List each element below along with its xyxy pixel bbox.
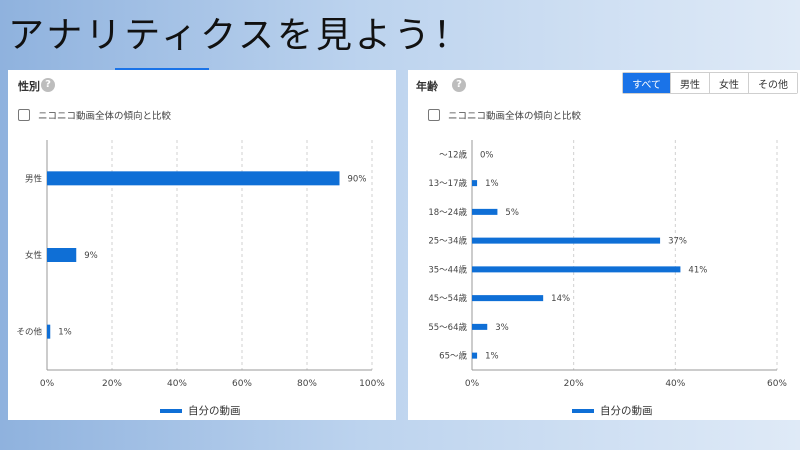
gender-chart: 0% 20% 40% 60% 80% 100% 男性 90% 女性 9% その他 1% <box>16 140 385 389</box>
value-label: 1% <box>485 179 499 189</box>
legend-swatch <box>160 408 182 413</box>
help-icon[interactable]: ? <box>41 78 55 92</box>
age-panel-title: 年齢 <box>416 80 438 93</box>
age-panel: 年齢 ? すべて 男性 女性 その他 ニコニコ動画全体の傾向と比較 0% 20% 4… <box>408 70 800 420</box>
bar <box>472 323 488 330</box>
gender-panel: 性別 ? ニコニコ動画全体の傾向と比較 0% 20% 40% 60% 80% 100% 男性… <box>8 70 396 420</box>
bar <box>472 266 681 273</box>
tab-female[interactable]: 女性 <box>709 73 748 93</box>
help-icon[interactable]: ? <box>452 78 466 92</box>
value-label: 1% <box>58 328 72 338</box>
active-tab-indicator <box>115 68 209 71</box>
bar <box>472 180 478 187</box>
category-label: 35～44歳 <box>428 264 467 275</box>
tab-male[interactable]: 男性 <box>670 73 709 93</box>
gender-filter-tabs: すべて 男性 女性 その他 <box>622 72 798 94</box>
compare-toggle[interactable]: ニコニコ動画全体の傾向と比較 <box>18 108 171 122</box>
x-tick-label: 80% <box>297 379 317 389</box>
gender-panel-title: 性別 <box>18 80 40 93</box>
category-label: その他 <box>16 327 42 338</box>
banner-title: アナリティクスを見よう！ <box>8 15 473 56</box>
value-label: 14% <box>551 294 570 304</box>
gender-legend: 自分の動画 <box>160 403 241 418</box>
category-label: 18～24歳 <box>428 207 467 218</box>
compare-checkbox[interactable] <box>18 109 30 121</box>
compare-checkbox[interactable] <box>428 109 440 121</box>
category-label: 65～歳 <box>439 351 467 362</box>
category-label: ～12歳 <box>439 149 467 160</box>
bar <box>47 248 77 262</box>
bar <box>472 237 661 244</box>
x-tick-label: 100% <box>359 379 385 389</box>
legend-swatch <box>572 408 594 413</box>
tab-all[interactable]: すべて <box>623 73 670 93</box>
x-tick-label: 60% <box>232 379 252 389</box>
value-label: 41% <box>688 265 707 275</box>
compare-label: ニコニコ動画全体の傾向と比較 <box>448 111 582 122</box>
value-label: 5% <box>505 208 519 218</box>
bar <box>472 295 544 302</box>
compare-label: ニコニコ動画全体の傾向と比較 <box>38 111 172 122</box>
compare-toggle[interactable]: ニコニコ動画全体の傾向と比較 <box>428 108 581 122</box>
tab-other[interactable]: その他 <box>748 73 797 93</box>
bar <box>47 171 340 186</box>
value-label: 3% <box>495 323 509 333</box>
bar <box>47 324 51 339</box>
value-label: 37% <box>668 237 687 247</box>
x-tick-label: 0% <box>465 379 480 389</box>
category-label: 男性 <box>25 173 43 184</box>
bar <box>472 208 498 215</box>
x-tick-label: 20% <box>102 379 122 389</box>
x-tick-label: 0% <box>40 379 55 389</box>
bar <box>472 352 478 359</box>
category-label: 25～34歳 <box>428 236 467 247</box>
x-tick-label: 60% <box>767 379 787 389</box>
x-tick-label: 40% <box>665 379 685 389</box>
x-tick-label: 20% <box>564 379 584 389</box>
category-label: 13～17歳 <box>428 178 467 189</box>
value-label: 0% <box>480 150 494 160</box>
legend-label: 自分の動画 <box>188 405 241 417</box>
x-tick-label: 40% <box>167 379 187 389</box>
value-label: 9% <box>84 251 98 261</box>
legend-label: 自分の動画 <box>600 405 653 417</box>
age-chart: 0% 20% 40% 60% ～12歳 0% 13～17歳 1% 18～24歳 5% 25～34歳 3… <box>428 140 787 389</box>
value-label: 90% <box>348 174 367 184</box>
age-legend: 自分の動画 <box>572 403 653 418</box>
category-label: 45～54歳 <box>428 293 467 304</box>
category-label: 女性 <box>25 250 43 261</box>
value-label: 1% <box>485 352 499 362</box>
category-label: 55～64歳 <box>428 322 467 333</box>
